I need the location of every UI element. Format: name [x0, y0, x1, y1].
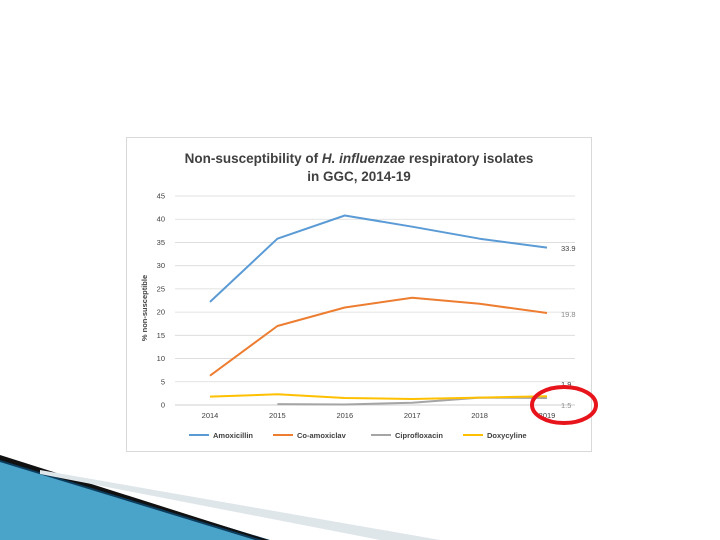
series-line-doxycyline — [209, 393, 548, 400]
y-tick-label-25: 25 — [157, 284, 165, 293]
data-labels: 33.9 19.8 1.5 1.9 — [561, 244, 576, 410]
y-tick-label-35: 35 — [157, 238, 165, 247]
legend-label-ciprofloxacin: Ciprofloxacin — [395, 431, 443, 440]
line-chart: 0 5 10 15 20 25 30 35 40 45 2014 2015 2016 2017 2018 20… — [140, 192, 576, 441]
y-tick-label-15: 15 — [157, 331, 165, 340]
y-tick-label-20: 20 — [157, 308, 165, 317]
x-tick-label-2018: 2018 — [471, 411, 488, 420]
x-tick-label-2017: 2017 — [404, 411, 421, 420]
series-line-amoxicillin — [209, 214, 548, 303]
x-tick-label-2014: 2014 — [202, 411, 219, 420]
data-label-ciprofloxacin: 1.5 — [561, 401, 571, 410]
axes: 0 5 10 15 20 25 30 35 40 45 2014 2015 2016 2017 2018 20… — [157, 192, 575, 420]
chart-title: Non-susceptibility of H. influenzae resp… — [184, 151, 534, 184]
data-label-doxycyline: 1.9 — [561, 380, 571, 389]
y-tick-label-10: 10 — [157, 354, 165, 363]
y-tick-label-45: 45 — [157, 192, 165, 201]
chart-panel: Non-susceptibility of H. influenzae resp… — [126, 137, 592, 452]
series-line-co-amoxiclav — [209, 296, 548, 377]
y-tick-label-30: 30 — [157, 261, 165, 270]
data-label-co-amoxiclav: 19.8 — [561, 310, 576, 319]
gridlines — [175, 195, 575, 383]
legend-label-doxycyline: Doxycyline — [487, 431, 527, 440]
legend-label-co-amoxiclav: Co-amoxiclav — [297, 431, 347, 440]
legend-label-amoxicillin: Amoxicillin — [213, 431, 253, 440]
y-tick-label-40: 40 — [157, 215, 165, 224]
x-tick-label-2015: 2015 — [269, 411, 286, 420]
legend: Amoxicillin Co-amoxiclav Ciprofloxacin Doxy… — [189, 431, 527, 440]
decor-swoosh-light — [0, 462, 255, 540]
y-tick-label-5: 5 — [161, 377, 165, 386]
x-tick-label-2016: 2016 — [336, 411, 353, 420]
series-lines — [209, 214, 548, 406]
y-tick-label-0: 0 — [161, 401, 165, 410]
y-axis-label: % non-susceptible — [140, 275, 149, 341]
data-label-amoxicillin: 33.9 — [561, 244, 576, 253]
decor-swoosh-grey — [40, 470, 440, 540]
x-tick-label-2019: 2019 — [539, 411, 556, 420]
